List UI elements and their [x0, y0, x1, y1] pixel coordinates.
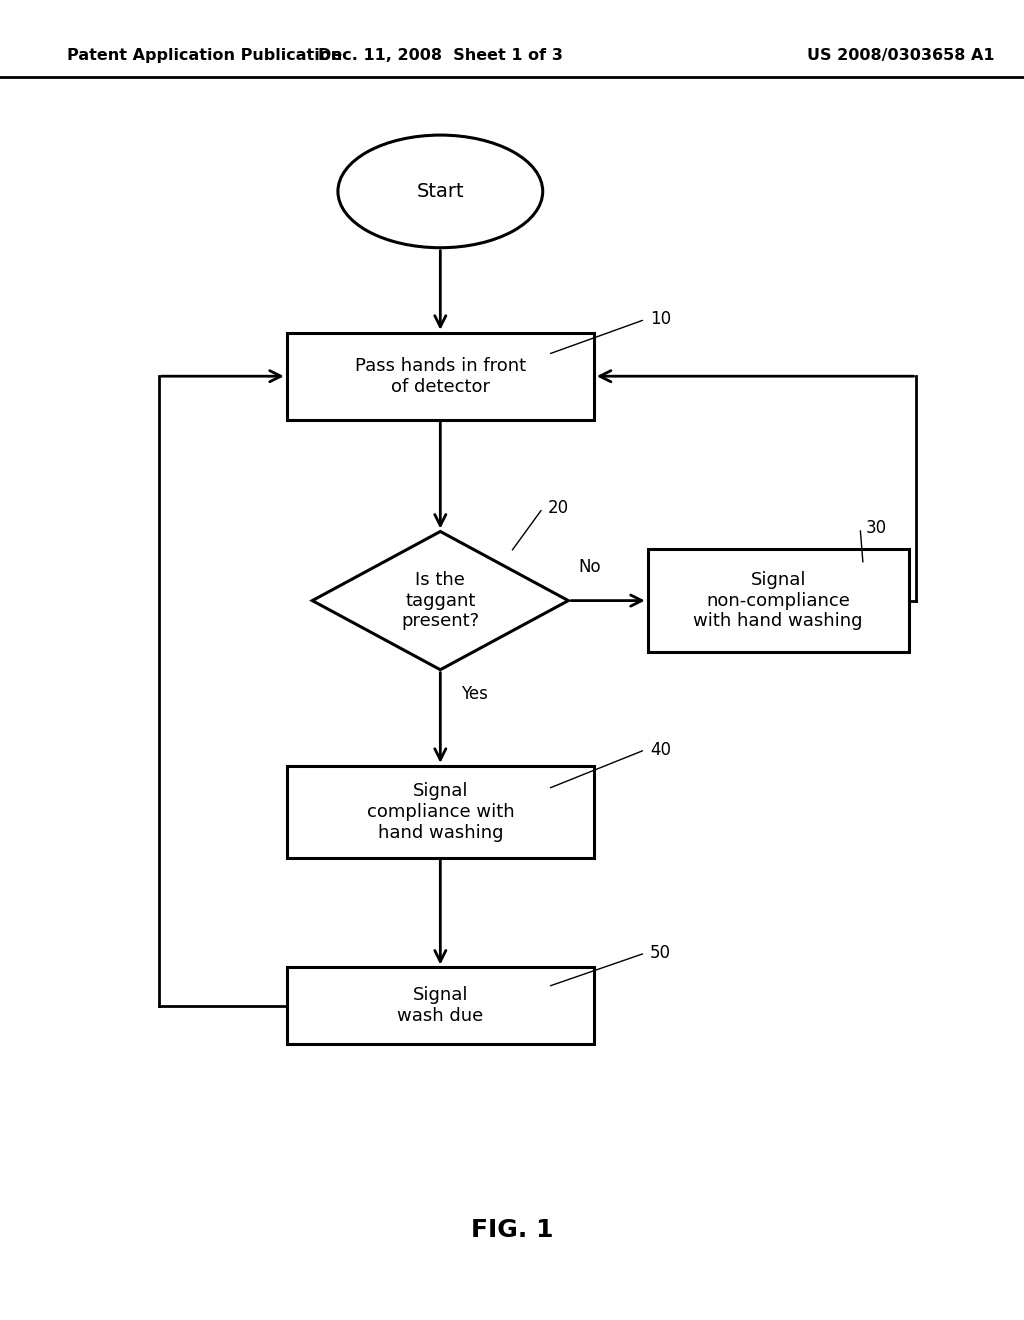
Text: No: No: [579, 557, 601, 576]
Text: Signal
non-compliance
with hand washing: Signal non-compliance with hand washing: [693, 570, 863, 631]
Text: Dec. 11, 2008  Sheet 1 of 3: Dec. 11, 2008 Sheet 1 of 3: [317, 49, 563, 63]
Bar: [287, 766, 594, 858]
Text: Is the
taggant
present?: Is the taggant present?: [401, 570, 479, 631]
Text: US 2008/0303658 A1: US 2008/0303658 A1: [807, 49, 995, 63]
Bar: [648, 549, 909, 652]
Text: Signal
compliance with
hand washing: Signal compliance with hand washing: [367, 781, 514, 842]
Text: 20: 20: [548, 499, 569, 517]
Text: Pass hands in front
of detector: Pass hands in front of detector: [354, 356, 526, 396]
Text: Patent Application Publication: Patent Application Publication: [67, 49, 342, 63]
Text: Signal
wash due: Signal wash due: [397, 986, 483, 1026]
Bar: [287, 333, 594, 420]
Text: 40: 40: [650, 741, 672, 759]
Text: Yes: Yes: [461, 685, 487, 702]
Text: FIG. 1: FIG. 1: [471, 1218, 553, 1242]
Text: Start: Start: [417, 182, 464, 201]
Text: 10: 10: [650, 310, 672, 329]
Bar: [287, 968, 594, 1044]
Text: 30: 30: [865, 519, 887, 537]
Text: 50: 50: [650, 944, 672, 962]
